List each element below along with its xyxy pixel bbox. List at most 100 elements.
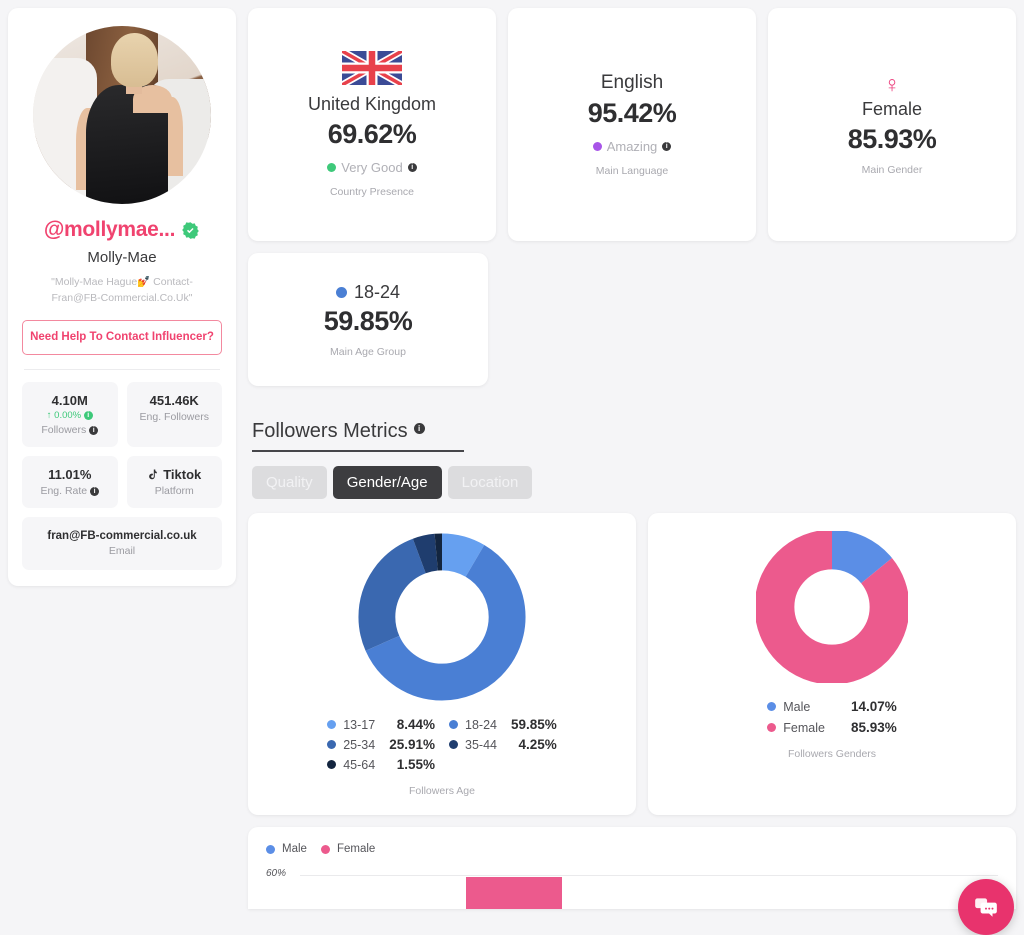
legend-item: Female: [767, 720, 825, 735]
stat-value: 11.01%: [48, 467, 92, 483]
kpi-subtitle: Main Language: [595, 165, 669, 177]
tab-quality[interactable]: Quality: [252, 466, 327, 499]
stat-eng-followers: 451.46K Eng. Followers: [126, 382, 222, 448]
kpi-value: 69.62%: [327, 119, 417, 149]
legend-item: Female: [320, 843, 375, 855]
section-underline: [252, 450, 464, 452]
stat-label-text: Eng. Rate: [40, 485, 88, 498]
info-icon[interactable]: i: [413, 423, 425, 434]
female-symbol-icon: ♀: [883, 71, 901, 97]
avatar: [33, 26, 211, 204]
legend-item: 18-24: [449, 717, 497, 732]
legend-label: 18-24: [465, 717, 497, 732]
legend-value: 4.25%: [518, 737, 557, 752]
stat-eng-rate: 11.01% Eng. Rate i: [22, 456, 118, 509]
profile-bio: "Molly-Mae Hague💅 Contact- Fran@FB-Comme…: [51, 276, 193, 304]
stat-label: Followers i: [28, 424, 112, 436]
rating-dot-icon: [592, 142, 602, 151]
stat-label: Eng. Followers: [139, 411, 209, 424]
arrow-up-icon: ↑: [46, 410, 52, 422]
legend-value: 25.91%: [389, 737, 435, 752]
legend-item: 13-17: [327, 717, 375, 732]
kpi-card-country: United Kingdom 69.62% Very Good i Countr…: [248, 8, 496, 241]
age-group-row: 18-24: [335, 281, 401, 303]
legend-value: 85.93%: [850, 720, 897, 735]
kpi-rating: Very Good i: [327, 160, 417, 175]
donut-segment-female: [756, 531, 908, 683]
legend-item: Male: [266, 843, 307, 855]
kpi-card-age-group: 18-24 59.85% Main Age Group: [248, 253, 488, 386]
kpi-value: 95.42%: [587, 98, 677, 128]
info-icon[interactable]: i: [89, 426, 99, 436]
kpi-value: 59.85%: [323, 305, 413, 336]
legend-dot-icon: [327, 740, 337, 749]
legend-value: 1.55%: [396, 757, 435, 772]
full-name: Molly-Mae: [87, 249, 157, 266]
age-kpi-row: 18-24 59.85% Main Age Group: [248, 253, 1016, 386]
legend-dot-icon: [327, 720, 337, 729]
chart-card-followers-age: 13-17 8.44% 18-24 59.85% 25-34 25.91%: [248, 513, 636, 815]
avatar-person-detail: [111, 33, 158, 87]
kpi-subtitle: Main Gender: [861, 164, 923, 176]
legend-spacer: [449, 757, 497, 772]
age-dot-icon: [335, 286, 347, 298]
chat-widget-button[interactable]: [958, 879, 1014, 935]
kpi-title: Female: [861, 99, 923, 119]
legend-spacer: [511, 757, 557, 772]
kpi-rating: Amazing i: [592, 139, 672, 154]
legend-dot-icon: [327, 760, 337, 769]
avatar-container: [22, 26, 222, 204]
stat-label: Eng. Rate i: [28, 485, 112, 497]
need-help-contact-button[interactable]: Need Help To Contact Influencer?: [22, 319, 222, 356]
stat-value: Tiktok: [163, 467, 202, 483]
username[interactable]: @mollymae...: [43, 218, 176, 241]
rating-label: Very Good: [341, 160, 403, 175]
kpi-title: 18-24: [353, 281, 401, 302]
main-content: United Kingdom 69.62% Very Good i Countr…: [248, 8, 1016, 909]
y-axis-tick-label: 60%: [266, 868, 287, 879]
platform-row: Tiktok: [133, 467, 217, 482]
verified-badge-icon: [182, 221, 199, 239]
info-icon[interactable]: i: [90, 487, 100, 497]
kpi-title: English: [600, 72, 664, 93]
stat-value[interactable]: fran@FB-commercial.co.uk: [47, 530, 197, 543]
kpi-subtitle: Main Age Group: [330, 345, 406, 358]
legend-label: 35-44: [465, 737, 497, 752]
legend-dot-icon: [266, 844, 275, 854]
bar-female: [466, 877, 562, 909]
kpi-value: 85.93%: [847, 124, 937, 154]
legend-dot-icon: [449, 740, 458, 749]
donut-segment-18-24: [358, 533, 526, 701]
stat-value: 4.10M: [51, 393, 88, 409]
info-icon[interactable]: i: [662, 142, 672, 151]
rating-label: Amazing: [606, 139, 658, 154]
gridline: [300, 875, 998, 876]
kpi-title: United Kingdom: [307, 94, 437, 114]
charts-row: 13-17 8.44% 18-24 59.85% 25-34 25.91%: [248, 513, 1016, 815]
legend-label: 25-34: [343, 737, 376, 752]
legend-dot-icon: [767, 702, 777, 711]
uk-flag-icon: [342, 51, 402, 85]
legend-item: 35-44: [449, 737, 497, 752]
legend-item: 25-34: [327, 737, 375, 752]
stat-label: Platform: [154, 485, 194, 498]
legend-label: 45-64: [343, 757, 376, 772]
stat-label: Email: [108, 545, 136, 558]
kpi-subtitle: Country Presence: [329, 186, 415, 198]
stat-email: fran@FB-commercial.co.uk Email: [22, 517, 222, 571]
legend-label: Male: [282, 843, 307, 855]
tab-location[interactable]: Location: [447, 466, 533, 499]
legend-dot-icon: [767, 723, 777, 732]
tab-gender-age[interactable]: Gender/Age: [332, 466, 442, 499]
age-legend: 13-17 8.44% 18-24 59.85% 25-34 25.91%: [266, 717, 618, 772]
chart-caption: Followers Age: [409, 785, 475, 797]
profile-card: @mollymae... Molly-Mae "Molly-Mae Hague💅…: [8, 8, 236, 587]
stat-value: 451.46K: [149, 393, 199, 409]
info-icon[interactable]: i: [407, 163, 417, 172]
stat-label-text: Followers: [41, 424, 87, 437]
legend-dot-icon: [320, 844, 330, 854]
bar-chart-legend: Male Female: [266, 843, 998, 855]
info-icon[interactable]: i: [83, 411, 93, 421]
legend-dot-icon: [449, 720, 458, 729]
